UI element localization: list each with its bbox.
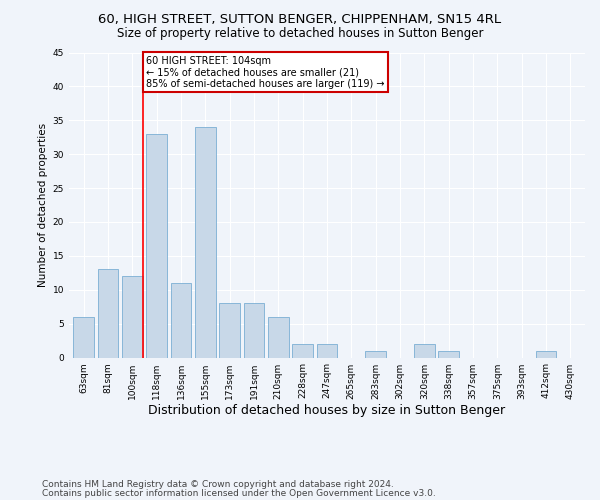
Text: Contains HM Land Registry data © Crown copyright and database right 2024.: Contains HM Land Registry data © Crown c… — [42, 480, 394, 489]
Bar — [268, 317, 289, 358]
Bar — [146, 134, 167, 358]
Bar — [219, 304, 240, 358]
Bar — [170, 283, 191, 358]
Text: 60 HIGH STREET: 104sqm
← 15% of detached houses are smaller (21)
85% of semi-det: 60 HIGH STREET: 104sqm ← 15% of detached… — [146, 56, 385, 89]
Bar — [292, 344, 313, 358]
Bar — [195, 127, 215, 358]
Bar — [73, 317, 94, 358]
Bar — [365, 350, 386, 358]
Y-axis label: Number of detached properties: Number of detached properties — [38, 123, 49, 287]
Bar — [122, 276, 143, 357]
Text: Size of property relative to detached houses in Sutton Benger: Size of property relative to detached ho… — [117, 28, 483, 40]
Bar — [98, 270, 118, 358]
Bar — [439, 350, 459, 358]
Bar — [414, 344, 435, 358]
Text: 60, HIGH STREET, SUTTON BENGER, CHIPPENHAM, SN15 4RL: 60, HIGH STREET, SUTTON BENGER, CHIPPENH… — [98, 12, 502, 26]
X-axis label: Distribution of detached houses by size in Sutton Benger: Distribution of detached houses by size … — [148, 404, 506, 417]
Text: Contains public sector information licensed under the Open Government Licence v3: Contains public sector information licen… — [42, 488, 436, 498]
Bar — [244, 304, 265, 358]
Bar — [317, 344, 337, 358]
Bar — [536, 350, 556, 358]
